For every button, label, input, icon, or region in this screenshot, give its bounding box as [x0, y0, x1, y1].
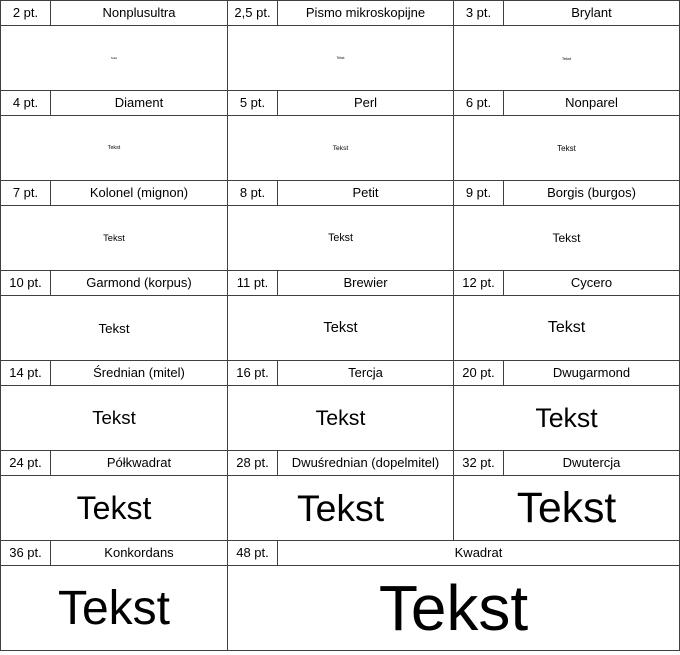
size-name-cell: Dwutercja	[503, 450, 680, 476]
point-size-cell: 10 pt.	[0, 270, 51, 296]
size-name-cell: Kwadrat	[277, 540, 680, 566]
point-size-cell: 6 pt.	[453, 90, 504, 116]
point-size-cell: 8 pt.	[227, 180, 278, 206]
point-size-cell: 5 pt.	[227, 90, 278, 116]
point-size-cell: 48 pt.	[227, 540, 278, 566]
point-size-cell: 7 pt.	[0, 180, 51, 206]
size-name-cell: Nonplusultra	[50, 0, 228, 26]
point-size-cell: 9 pt.	[453, 180, 504, 206]
point-size-cell: 16 pt.	[227, 360, 278, 386]
size-name-cell: Perl	[277, 90, 454, 116]
size-name-cell: Borgis (burgos)	[503, 180, 680, 206]
label-row: 4 pt. Diament 5 pt. Perl 6 pt. Nonparel	[0, 90, 680, 116]
point-size-cell: 2,5 pt.	[227, 0, 278, 26]
sample-text: Tekst	[0, 25, 228, 91]
sample-text: Tekst	[227, 565, 680, 651]
size-name-cell: Tercja	[277, 360, 454, 386]
sample-text: Tekst	[227, 205, 454, 271]
sample-row: Tekst Tekst Tekst	[0, 385, 680, 451]
label-row: 36 pt. Konkordans 48 pt. Kwadrat	[0, 540, 680, 566]
label-row: 2 pt. Nonplusultra 2,5 pt. Pismo mikroskopi…	[0, 0, 680, 26]
sample-text: Tekst	[227, 475, 454, 541]
sample-text: Tekst	[227, 25, 454, 91]
size-name-cell: Brylant	[503, 0, 680, 26]
sample-row: Tekst Tekst Tekst	[0, 475, 680, 541]
sample-text: Tekst	[453, 385, 680, 451]
label-row: 7 pt. Kolonel (mignon) 8 pt. Petit 9 pt. Borg…	[0, 180, 680, 206]
sample-text: Tekst	[227, 115, 454, 181]
point-size-cell: 28 pt.	[227, 450, 278, 476]
size-name-cell: Dwuśrednian (dopelmitel)	[277, 450, 454, 476]
sample-text: Tekst	[453, 475, 680, 541]
sample-row: Tekst Tekst Tekst	[0, 295, 680, 361]
sample-text: Tekst	[453, 115, 680, 181]
size-name-cell: Półkwadrat	[50, 450, 228, 476]
sample-text: Tekst	[227, 295, 454, 361]
sample-row: Tekst Tekst	[0, 565, 680, 651]
point-size-cell: 20 pt.	[453, 360, 504, 386]
sample-row: Tekst Tekst Tekst	[0, 115, 680, 181]
sample-text: Tekst	[453, 295, 680, 361]
sample-text: Tekst	[227, 385, 454, 451]
point-size-cell: 32 pt.	[453, 450, 504, 476]
sample-text: Tekst	[0, 385, 228, 451]
size-name-cell: Nonparel	[503, 90, 680, 116]
sample-row: Tekst Tekst Tekst	[0, 205, 680, 271]
label-row: 14 pt. Średnian (mitel) 16 pt. Tercja 20 pt.…	[0, 360, 680, 386]
sample-text: Tekst	[453, 205, 680, 271]
point-size-cell: 3 pt.	[453, 0, 504, 26]
sample-row: Tekst Tekst Tekst	[0, 25, 680, 91]
label-row: 24 pt. Półkwadrat 28 pt. Dwuśrednian (dopel…	[0, 450, 680, 476]
sample-text: Tekst	[0, 205, 228, 271]
sample-text: Tekst	[453, 25, 680, 91]
size-name-cell: Konkordans	[50, 540, 228, 566]
size-name-cell: Dwugarmond	[503, 360, 680, 386]
sample-text: Tekst	[0, 295, 228, 361]
sample-text: Tekst	[0, 115, 228, 181]
sample-text: Tekst	[0, 475, 228, 541]
size-name-cell: Garmond (korpus)	[50, 270, 228, 296]
point-size-cell: 2 pt.	[0, 0, 51, 26]
size-name-cell: Brewier	[277, 270, 454, 296]
size-name-cell: Pismo mikroskopijne	[277, 0, 454, 26]
size-name-cell: Cycero	[503, 270, 680, 296]
label-row: 10 pt. Garmond (korpus) 11 pt. Brewier 12 pt…	[0, 270, 680, 296]
point-size-cell: 11 pt.	[227, 270, 278, 296]
point-size-cell: 24 pt.	[0, 450, 51, 476]
point-size-cell: 14 pt.	[0, 360, 51, 386]
point-size-cell: 36 pt.	[0, 540, 51, 566]
sample-text: Tekst	[0, 565, 228, 651]
size-name-cell: Kolonel (mignon)	[50, 180, 228, 206]
size-name-cell: Diament	[50, 90, 228, 116]
size-name-cell: Petit	[277, 180, 454, 206]
point-size-cell: 12 pt.	[453, 270, 504, 296]
point-size-cell: 4 pt.	[0, 90, 51, 116]
size-name-cell: Średnian (mitel)	[50, 360, 228, 386]
